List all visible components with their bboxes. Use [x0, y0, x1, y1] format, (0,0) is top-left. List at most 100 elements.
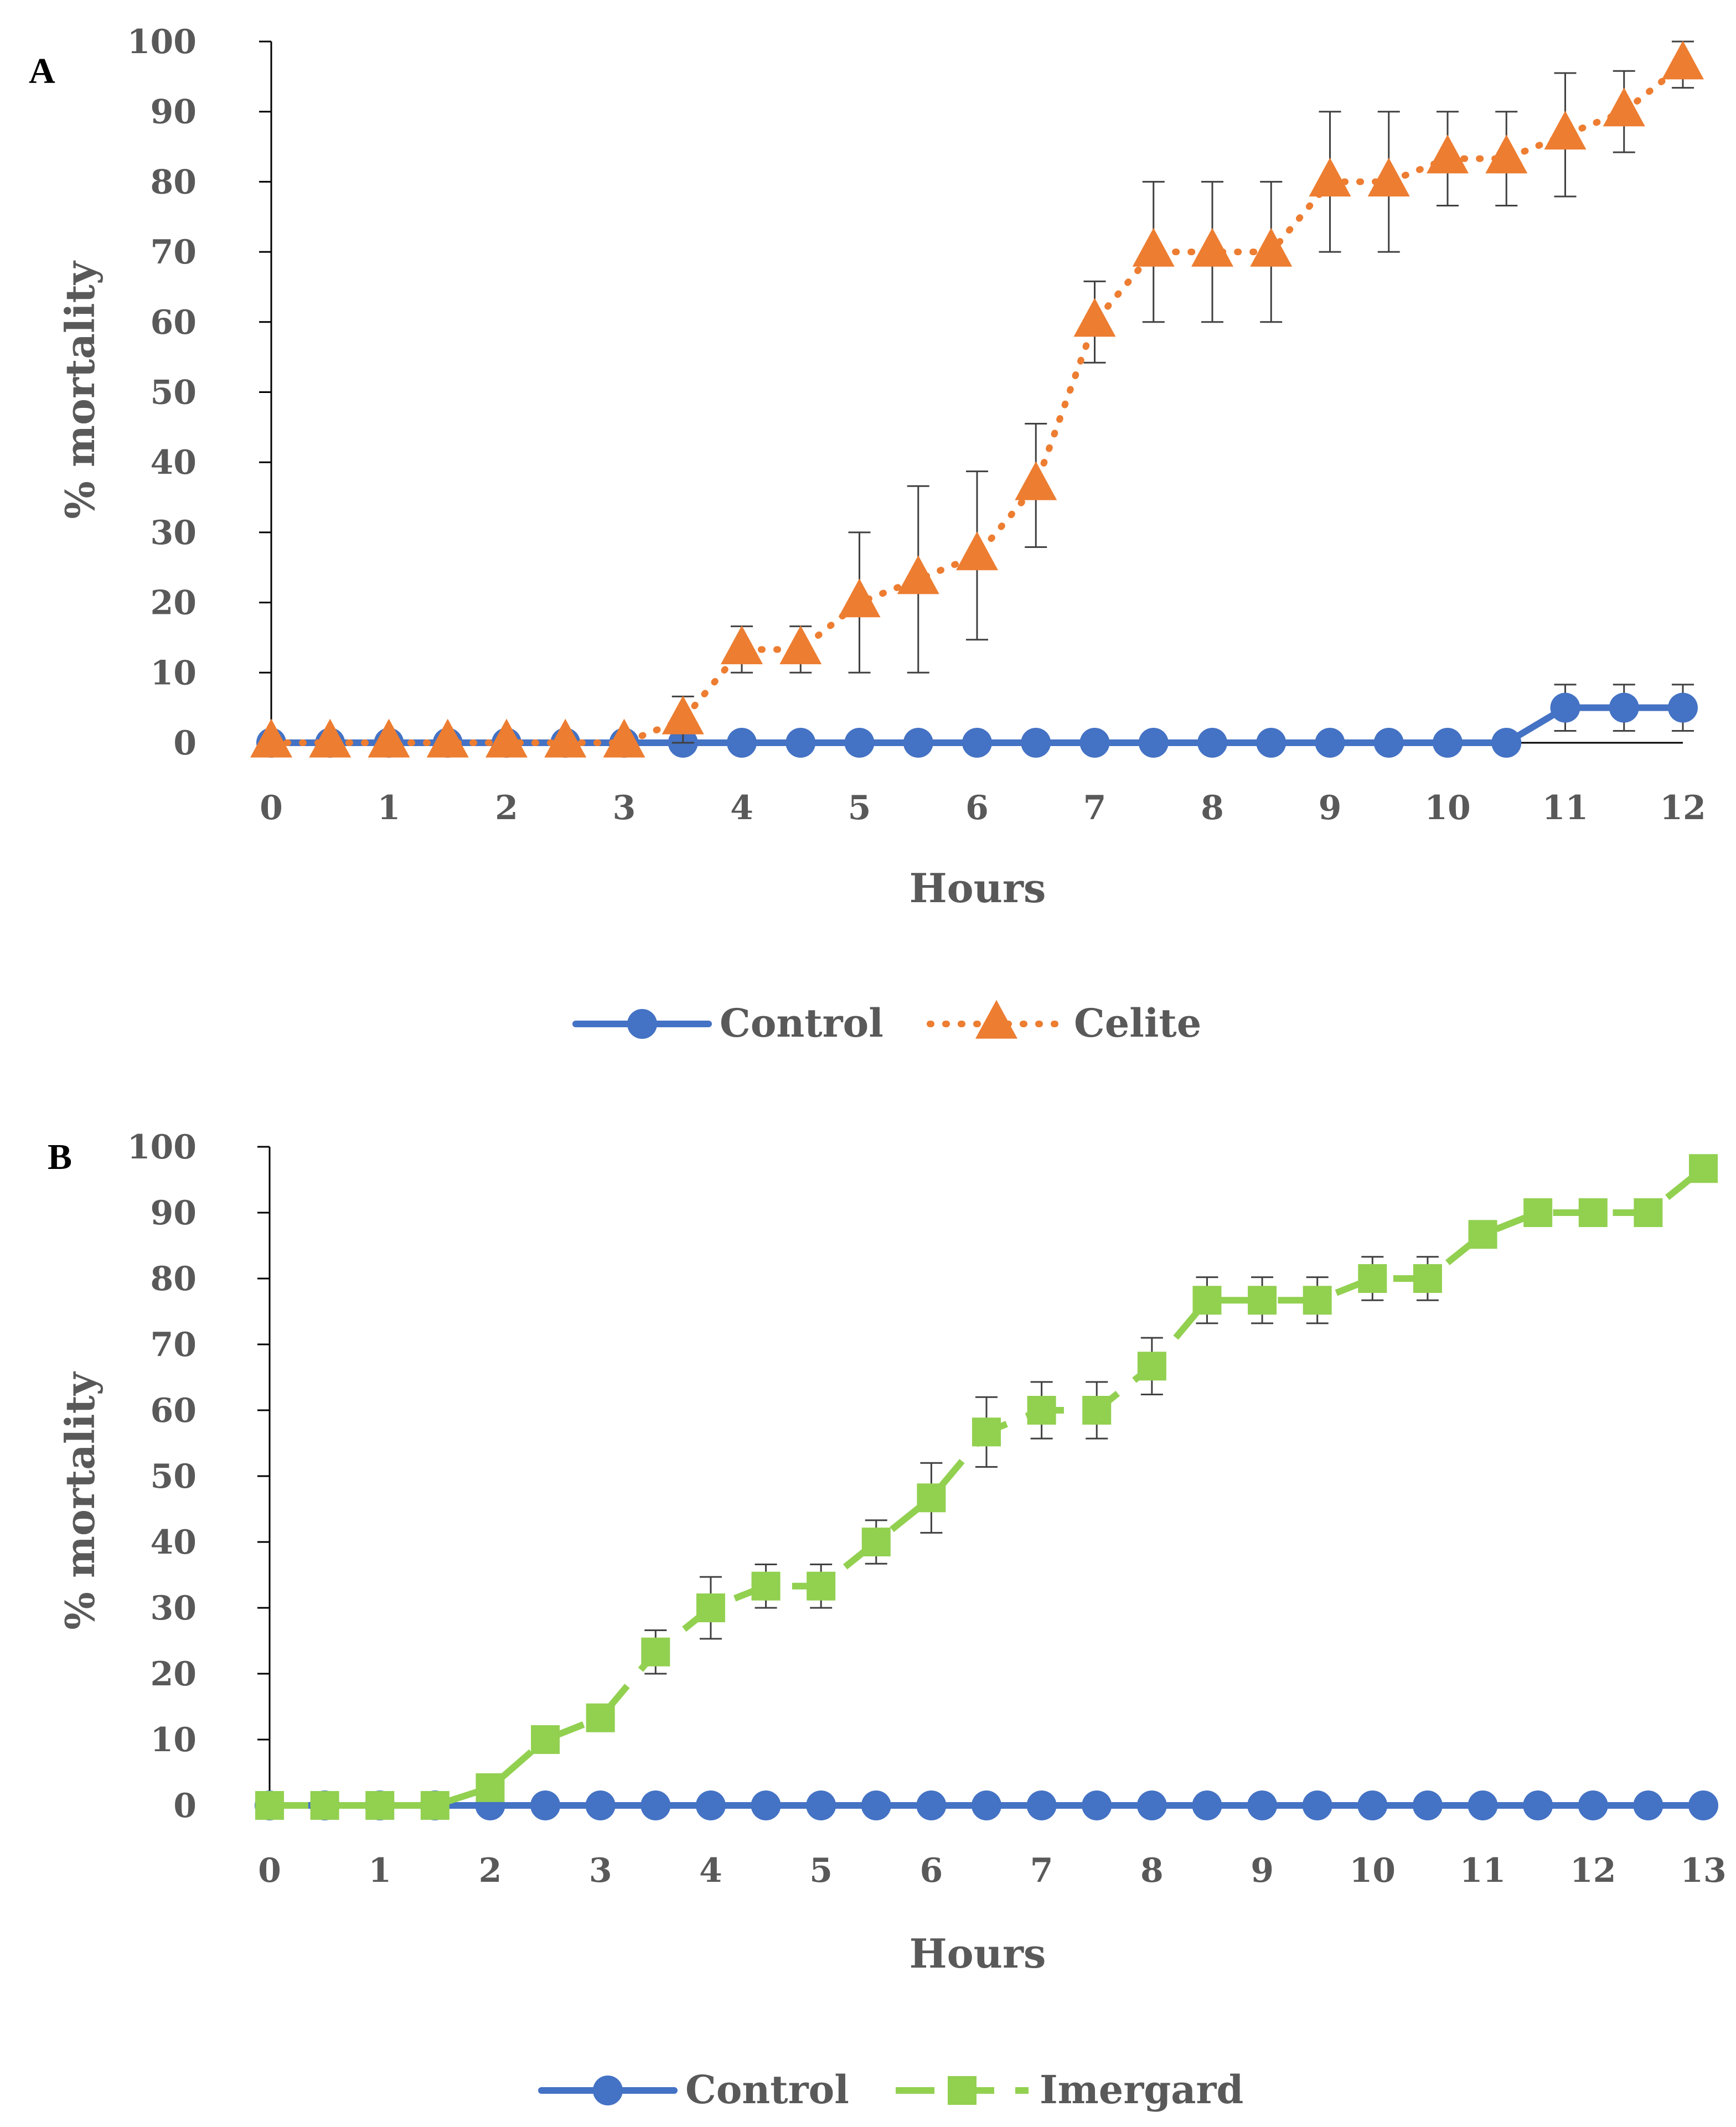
panel-b-x-tick-label: 13 — [1680, 1851, 1727, 1890]
panel-a-control-point — [1021, 728, 1051, 758]
panel-b-imergard-point — [476, 1773, 505, 1802]
panel-b-imergard-point — [1303, 1286, 1332, 1315]
panel-b-x-tick-label: 8 — [1140, 1851, 1164, 1890]
panel-a-celite-point — [838, 578, 881, 618]
panel-b-control-point — [695, 1790, 726, 1820]
panel-a-x-tick-label: 5 — [848, 789, 871, 827]
panel-a-control-point — [1138, 728, 1169, 758]
panel-b-y-tick-label: 70 — [151, 1326, 197, 1364]
panel-b-imergard-point — [1523, 1198, 1553, 1227]
panel-a-series-celite — [250, 40, 1704, 758]
panel-b-imergard-point — [807, 1571, 836, 1601]
panel-b-imergard-point — [751, 1571, 781, 1601]
panel-b-x-tick-label: 7 — [1030, 1851, 1053, 1890]
panel-b-control-point — [1412, 1790, 1443, 1820]
panel-b-y-tick-label: 40 — [151, 1523, 197, 1562]
panel-b-imergard-point — [531, 1725, 560, 1754]
panel-a-x-tick-label: 3 — [613, 789, 636, 827]
panel-b-control-point — [1357, 1790, 1388, 1820]
panel-a-celite-point — [1427, 134, 1469, 174]
panel-b-x-tick-labels: 0 1 2 3 4 5 6 7 8 9 10 11 12 13 — [258, 1851, 1727, 1890]
panel-b-series-control — [255, 1790, 1718, 1820]
panel-b-x-tick-label: 3 — [589, 1851, 612, 1890]
panel-b-imergard-point — [1192, 1286, 1222, 1315]
panel-b-legend-marker-imergard — [948, 2076, 976, 2105]
panel-a-y-axis-title: % mortality — [56, 260, 104, 519]
panel-b-imergard-point — [310, 1791, 339, 1820]
panel-a-y-tick-label: 10 — [151, 654, 197, 692]
panel-a-control-point — [1079, 728, 1110, 758]
panel-b-control-point — [530, 1790, 561, 1820]
panel-b-control-point — [751, 1790, 781, 1820]
panel-b-series-imergard — [255, 1154, 1718, 1820]
panel-b-letter: B — [48, 1137, 72, 1177]
panel-a-celite-point — [897, 555, 939, 594]
panel-a-celite-point — [426, 718, 469, 758]
panel-a-legend-label-control: Control — [720, 1000, 884, 1046]
panel-a-celite-point — [368, 718, 410, 758]
panel-b-control-point — [1026, 1790, 1057, 1820]
panel-a-celite-point — [309, 718, 352, 758]
panel-b-y-tick-label: 100 — [127, 1128, 197, 1167]
panel-a-celite-point — [779, 625, 822, 665]
panel-b-imergard-point — [1634, 1198, 1663, 1227]
panel-a-x-tick-label: 7 — [1083, 789, 1107, 827]
panel-b-control-point — [1136, 1790, 1167, 1820]
panel-b-imergard-point — [1689, 1154, 1718, 1183]
panel-b-x-tick-label: 11 — [1460, 1851, 1506, 1890]
panel-a-celite-point — [1132, 227, 1175, 267]
panel-a-y-tick-label: 80 — [151, 163, 197, 201]
panel-b-imergard-point — [1137, 1352, 1166, 1381]
panel-a-y-tick-label: 90 — [151, 93, 197, 132]
panel-b-x-tick-label: 0 — [258, 1851, 281, 1890]
panel-b-legend: Control Imergard — [538, 2067, 1243, 2113]
panel-a-control-point — [786, 728, 816, 758]
panel-b-control-point — [1523, 1790, 1553, 1820]
panel-a-control-point — [1315, 728, 1345, 758]
panel-b-control-point — [640, 1790, 671, 1820]
panel-a-y-tick-label: 40 — [151, 443, 197, 482]
panel-b-imergard-point — [641, 1637, 670, 1667]
panel-a-control-point — [1197, 728, 1227, 758]
panel-a-axes — [259, 40, 1683, 744]
panel-a-x-tick-label: 10 — [1424, 789, 1471, 827]
panel-b-y-tick-labels: 0 10 20 30 40 50 60 70 80 90 100 — [127, 1128, 197, 1825]
panel-b-imergard-point — [1578, 1198, 1608, 1227]
panel-b-y-tick-label: 90 — [151, 1194, 197, 1233]
panel-a-control-point — [1550, 692, 1580, 723]
panel-a-y-tick-label: 50 — [151, 374, 197, 412]
panel-b-y-axis-title: % mortality — [56, 1371, 104, 1629]
panel-b-series — [255, 1154, 1718, 1820]
panel-a-x-tick-label: 11 — [1542, 789, 1589, 827]
panel-b-imergard-point — [972, 1417, 1001, 1447]
panel-b-imergard-point — [861, 1528, 891, 1556]
panel-b-imergard-point — [586, 1703, 615, 1732]
panel-b-x-tick-label: 1 — [368, 1851, 391, 1890]
panel-b-imergard-point — [1027, 1396, 1056, 1425]
panel-a-celite-point — [1015, 461, 1057, 500]
panel-a-x-tick-label: 1 — [378, 789, 401, 827]
panel-a-x-tick-labels: 0 1 2 3 4 5 6 7 8 9 10 11 12 — [260, 789, 1706, 827]
panel-b-control-point — [806, 1790, 836, 1820]
panel-b-x-tick-label: 12 — [1570, 1851, 1616, 1890]
panel-a-celite-point — [721, 625, 763, 665]
panel-b-legend-label-imergard: Imergard — [1040, 2067, 1243, 2113]
panel-b-control-point — [1247, 1790, 1278, 1820]
panel-b-x-axis-title: Hours — [910, 1930, 1046, 1977]
panel-a-celite-point — [1250, 227, 1293, 267]
panel-a-control-point — [962, 728, 992, 758]
panel-a-y-tick-label: 0 — [173, 724, 197, 763]
panel-b-control-point — [1468, 1790, 1498, 1820]
panel-a-celite-point — [662, 695, 704, 734]
panel-a-x-tick-label: 9 — [1319, 789, 1342, 827]
panel-b-imergard-point — [696, 1593, 725, 1622]
panel-a-celite-point — [956, 531, 998, 571]
panel-a-control-point — [1256, 728, 1286, 758]
panel-b-control-point — [1192, 1790, 1222, 1820]
panel-a-x-tick-label: 6 — [965, 789, 989, 827]
panel-b-imergard-point — [1358, 1264, 1387, 1293]
panel-b-y-tick-label: 60 — [151, 1391, 197, 1430]
panel-a-celite-point — [1309, 158, 1351, 196]
panel-a-celite-point — [1073, 298, 1116, 337]
